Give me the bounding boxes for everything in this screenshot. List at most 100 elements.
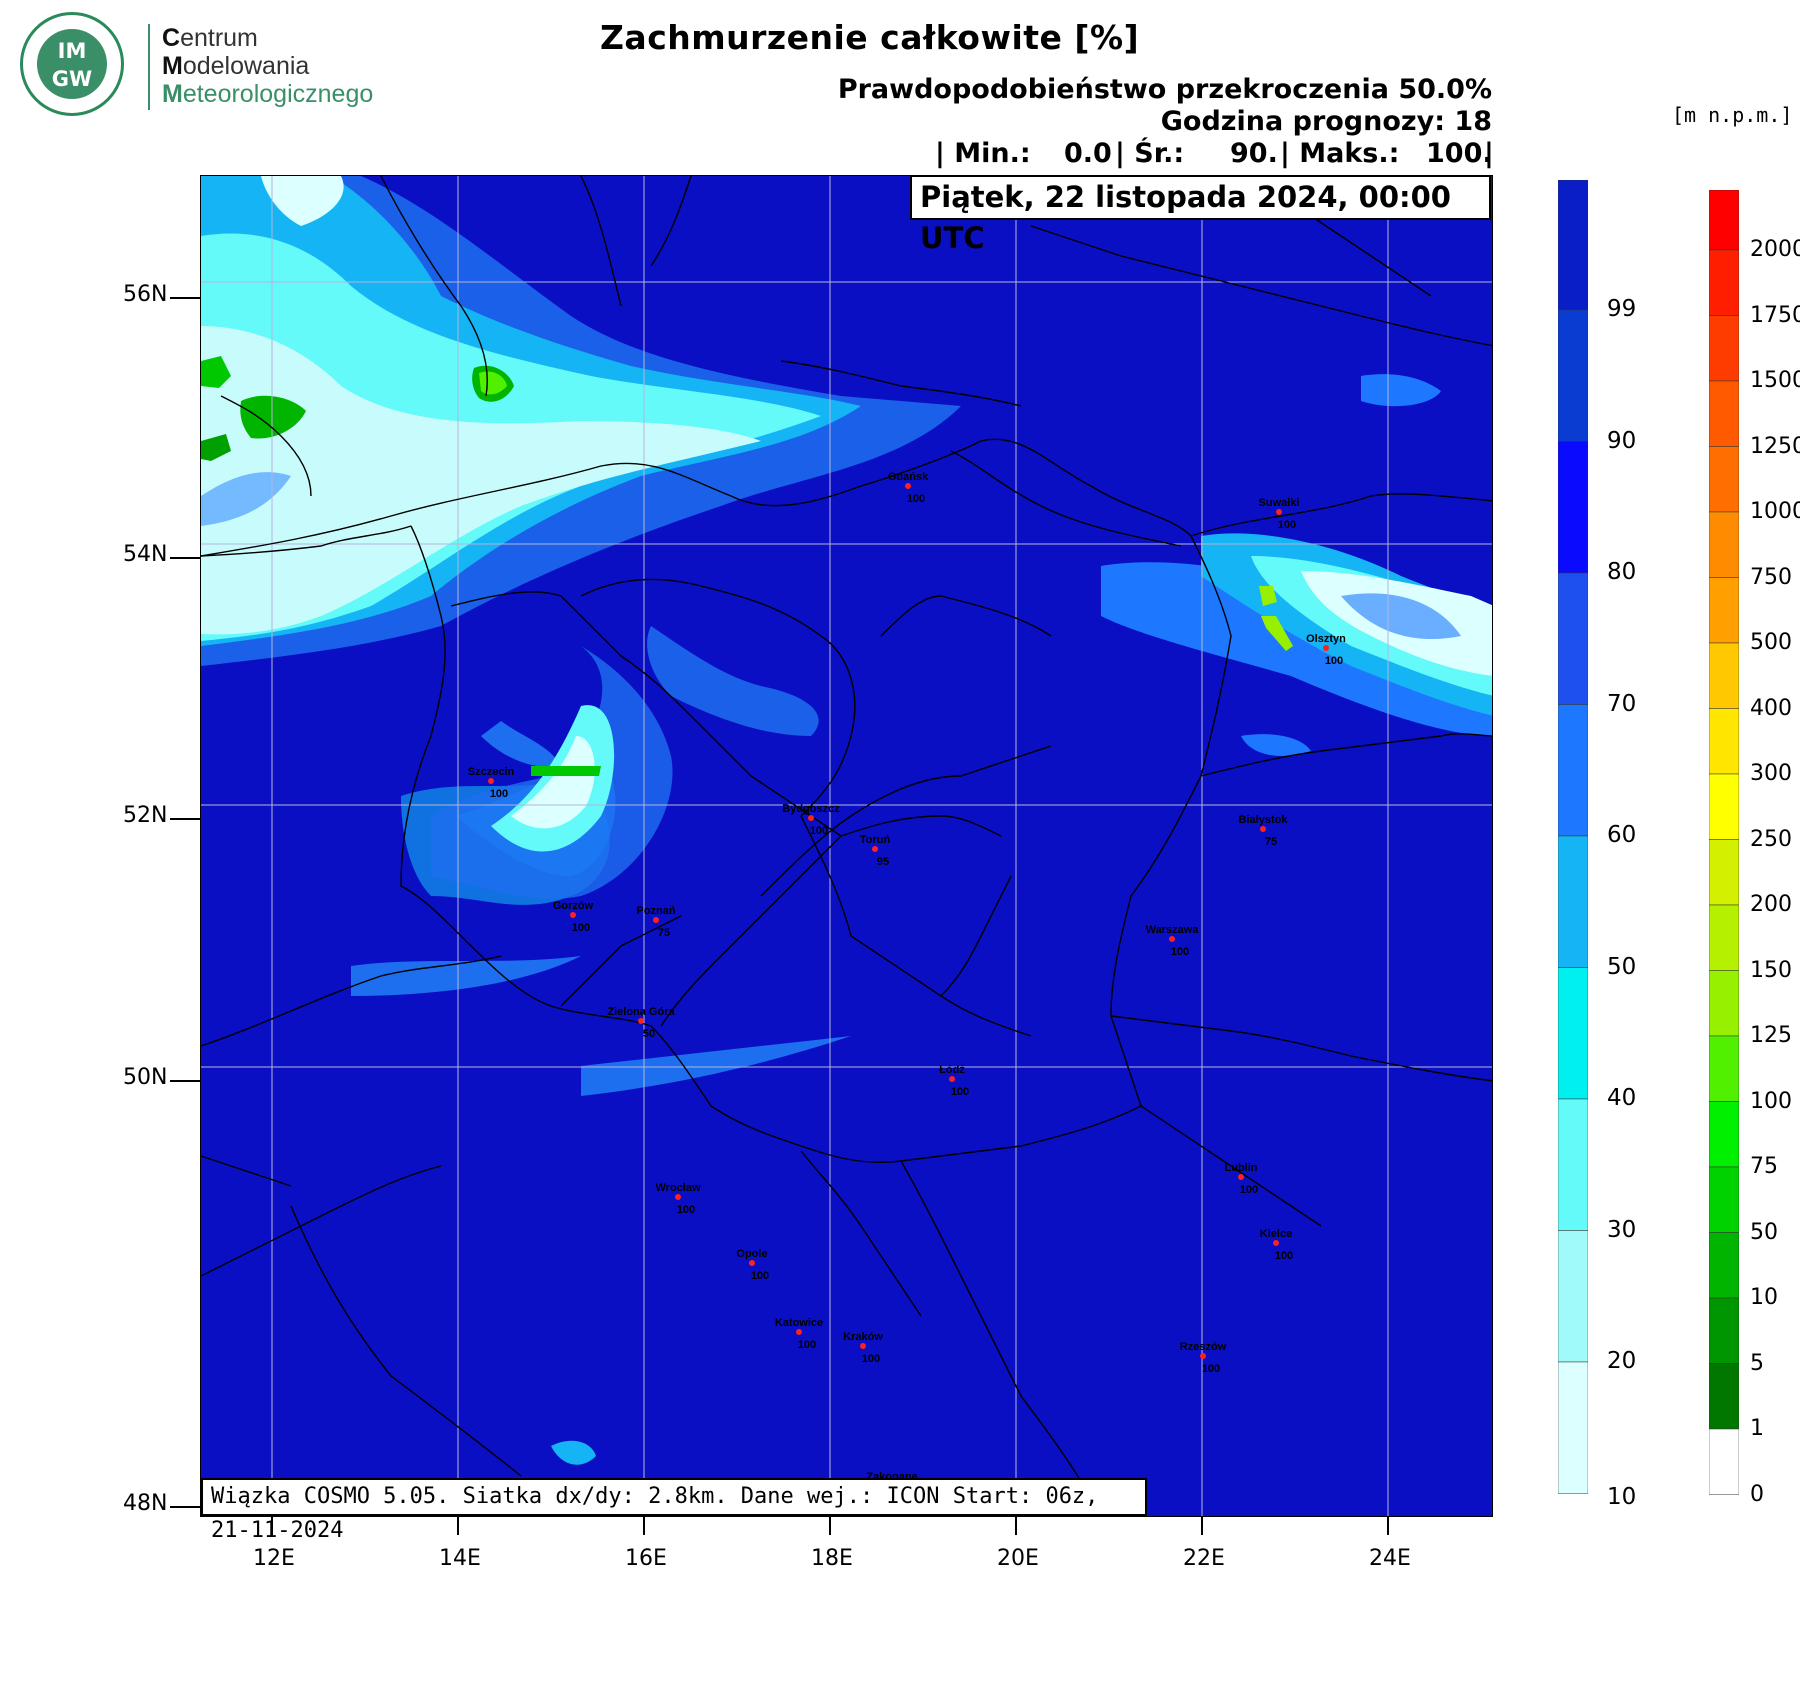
colorbar-tick-label: 80 [1607, 559, 1637, 585]
colorbar-segment [1558, 835, 1588, 968]
lat-label: 50N [123, 1065, 168, 1090]
city-name: Zielona Góra [607, 1006, 675, 1018]
terrain-unit-label: [m n.p.m.] [1672, 103, 1793, 127]
colorbar-tick-label: 400 [1750, 695, 1792, 721]
city-name: Suwałki [1259, 497, 1300, 509]
city-value: 100 [1202, 1363, 1220, 1375]
colorbar-tick-label: 75 [1750, 1154, 1778, 1179]
city-name: Toruń [860, 834, 891, 846]
city-value: 100 [677, 1204, 695, 1216]
colorbar-tick-label: 10 [1750, 1285, 1778, 1310]
city-marker: Katowice 100 [775, 1317, 823, 1351]
city-value: 100 [572, 922, 590, 934]
colorbar-segment [1709, 1363, 1739, 1430]
city-dot [1200, 1353, 1206, 1359]
city-marker: Kielce 100 [1260, 1228, 1293, 1262]
city-dot [1169, 936, 1175, 942]
colorbar-tick-label: 90 [1607, 427, 1637, 454]
colorbar-segment [1709, 380, 1739, 447]
city-value: 100 [810, 825, 828, 837]
city-dot [653, 917, 659, 923]
city-name: Bydgoszcz [782, 803, 840, 815]
lon-label: 22E [1183, 1546, 1225, 1571]
city-dot [796, 1329, 802, 1335]
lat-label: 52N [123, 803, 168, 828]
colorbar-segment [1558, 309, 1588, 442]
stat-max-value: 100. [1426, 138, 1493, 169]
city-value: 75 [1265, 836, 1277, 848]
colorbar-segment [1709, 970, 1739, 1037]
colorbar-segment [1709, 446, 1739, 513]
map-canvas: Gdańsk 100 Suwałki 100 Olsztyn 100 Szczecin 100… [201, 176, 1492, 1516]
stat-end-bar: | [1484, 138, 1494, 169]
city-marker: Bydgoszcz 100 [782, 803, 840, 837]
colorbar-tick-label: 200 [1750, 892, 1792, 917]
colorbar-tick-label: 1250 [1750, 433, 1800, 459]
logo-divider [148, 24, 150, 110]
lon-label: 20E [997, 1546, 1039, 1571]
lat-label: 48N [123, 1491, 168, 1516]
city-dot [1238, 1174, 1244, 1180]
borders [201, 176, 1492, 1516]
colorbar-segment [1709, 839, 1739, 906]
colorbar-segment [1709, 773, 1739, 840]
low-cover-bands [201, 176, 1492, 1465]
city-value: 100 [751, 1270, 769, 1282]
colorbar-segment [1709, 1428, 1739, 1495]
colorbar-segment [1709, 315, 1739, 382]
cloud-cover-map: Gdańsk 100 Suwałki 100 Olsztyn 100 Szczecin 100… [200, 175, 1493, 1517]
city-markers: Gdańsk 100 Suwałki 100 Olsztyn 100 Szczecin 100… [468, 471, 1346, 1505]
lon-label: 12E [253, 1546, 295, 1571]
colorbar-segment [1709, 511, 1739, 578]
colorbar-tick-label: 50 [1750, 1219, 1778, 1245]
colorbar-segment [1709, 577, 1739, 644]
lat-label: 56N [123, 282, 168, 307]
city-marker: Toruń 95 [860, 834, 891, 868]
city-name: Katowice [775, 1317, 823, 1329]
city-name: Białystok [1239, 814, 1289, 826]
colorbar-tick-label: 125 [1750, 1023, 1792, 1048]
colorbar-tick-label: 1500 [1750, 368, 1800, 393]
colorbar-segment [1709, 190, 1739, 251]
imgw-emblem-icon: IM GW [20, 12, 124, 116]
forecast-hour: Godzina prognozy: 18 [1160, 106, 1492, 137]
lon-label: 24E [1369, 1546, 1411, 1571]
city-marker: Gorzów 100 [553, 900, 594, 934]
colorbar-tick-label: 150 [1750, 957, 1792, 983]
city-marker: Suwałki 100 [1259, 497, 1300, 531]
city-marker: Kraków 100 [843, 1331, 883, 1365]
city-name: Gdańsk [888, 471, 929, 483]
colorbar-tick-label: 99 [1607, 296, 1637, 322]
stat-min-value: 0.0 [1064, 138, 1112, 169]
logo-badge-bottom: GW [51, 67, 93, 91]
city-dot [1323, 645, 1329, 651]
city-marker: Łódź 100 [939, 1064, 969, 1098]
city-dot [570, 912, 576, 918]
city-dot [860, 1343, 866, 1349]
city-dot [905, 483, 911, 489]
probability-threshold: Prawdopodobieństwo przekroczenia 50.0% [837, 74, 1492, 105]
colorbar-tick-label: 2000 [1750, 237, 1800, 262]
colorbar-segment [1558, 572, 1588, 705]
colorbar-tick-label: 40 [1607, 1085, 1637, 1111]
colorbar-segment [1709, 642, 1739, 709]
city-dot [749, 1260, 755, 1266]
terrain-patches [201, 356, 1293, 776]
imgw-logo: IM GW Centrum Modelowania Meteorologiczn… [12, 10, 382, 116]
valid-time-box: Piątek, 22 listopada 2024, 00:00 UTC [910, 175, 1491, 255]
lon-label: 14E [439, 1546, 481, 1571]
colorbar-tick-label: 1 [1750, 1416, 1764, 1441]
colorbar-tick-label: 5 [1750, 1350, 1764, 1376]
colorbar-segment [1558, 704, 1588, 837]
city-value: 75 [658, 927, 670, 939]
city-marker: Zielona Góra 50 [607, 1006, 675, 1040]
city-name: Poznań [636, 905, 675, 917]
colorbar-tick-label: 250 [1750, 826, 1792, 852]
city-dot [949, 1076, 955, 1082]
stat-avg-label: | Śr.: [1115, 138, 1185, 169]
colorbar-tick-label: 500 [1750, 630, 1792, 655]
city-name: Lublin [1225, 1162, 1258, 1174]
city-name: Warszawa [1146, 924, 1200, 936]
colorbar-tick-label: 1750 [1750, 302, 1800, 328]
logo-badge-top: IM [57, 39, 87, 63]
